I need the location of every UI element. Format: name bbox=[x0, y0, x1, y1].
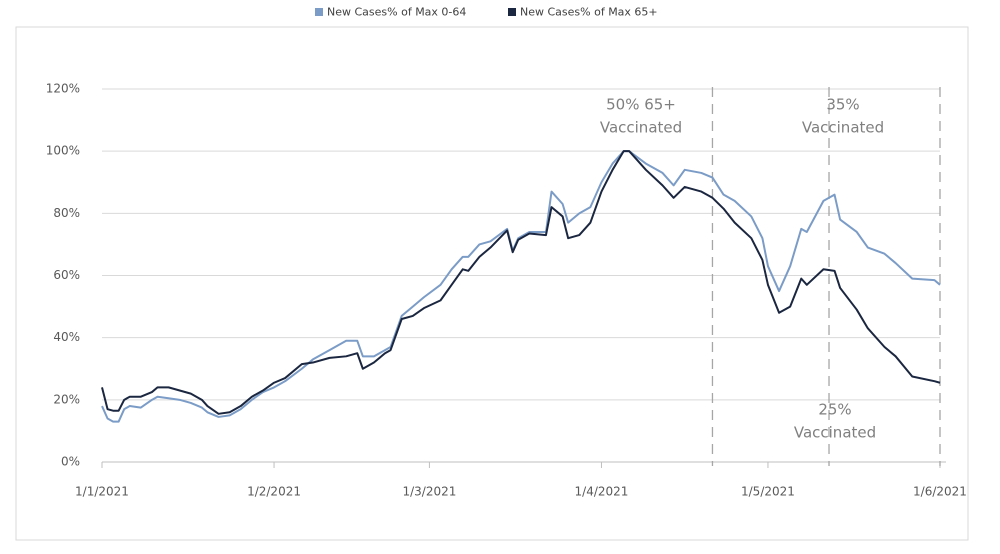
y-tick-label: 40% bbox=[53, 330, 80, 344]
legend-label: New Cases% of Max 65+ bbox=[520, 6, 658, 19]
annotation: 35% bbox=[826, 96, 859, 114]
annotation: 50% 65+ bbox=[606, 96, 676, 114]
x-tick-label: 1/5/2021 bbox=[741, 485, 795, 499]
annotation: Vaccinated bbox=[600, 119, 682, 137]
series-line bbox=[101, 150, 941, 415]
chart-border bbox=[15, 26, 969, 541]
x-tick-label: 1/1/2021 bbox=[75, 485, 129, 499]
y-tick-label: 100% bbox=[46, 144, 80, 158]
annotation: 25% bbox=[818, 401, 851, 419]
y-tick-label: 80% bbox=[53, 206, 80, 220]
x-tick-label: 1/4/2021 bbox=[575, 485, 629, 499]
legend-swatch bbox=[508, 8, 516, 16]
x-tick-label: 1/3/2021 bbox=[402, 485, 456, 499]
x-tick-label: 1/2/2021 bbox=[247, 485, 301, 499]
annotation: Vaccinated bbox=[794, 424, 876, 442]
y-tick-label: 20% bbox=[53, 392, 80, 406]
y-tick-label: 120% bbox=[46, 82, 80, 96]
annotation: Vaccinated bbox=[802, 119, 884, 137]
series-line bbox=[101, 150, 941, 423]
y-tick-label: 60% bbox=[53, 268, 80, 282]
y-tick-label: 0% bbox=[61, 455, 80, 469]
legend-label: New Cases% of Max 0-64 bbox=[327, 6, 466, 19]
x-tick-label: 1/6/2021 bbox=[913, 485, 967, 499]
legend-swatch bbox=[315, 8, 323, 16]
